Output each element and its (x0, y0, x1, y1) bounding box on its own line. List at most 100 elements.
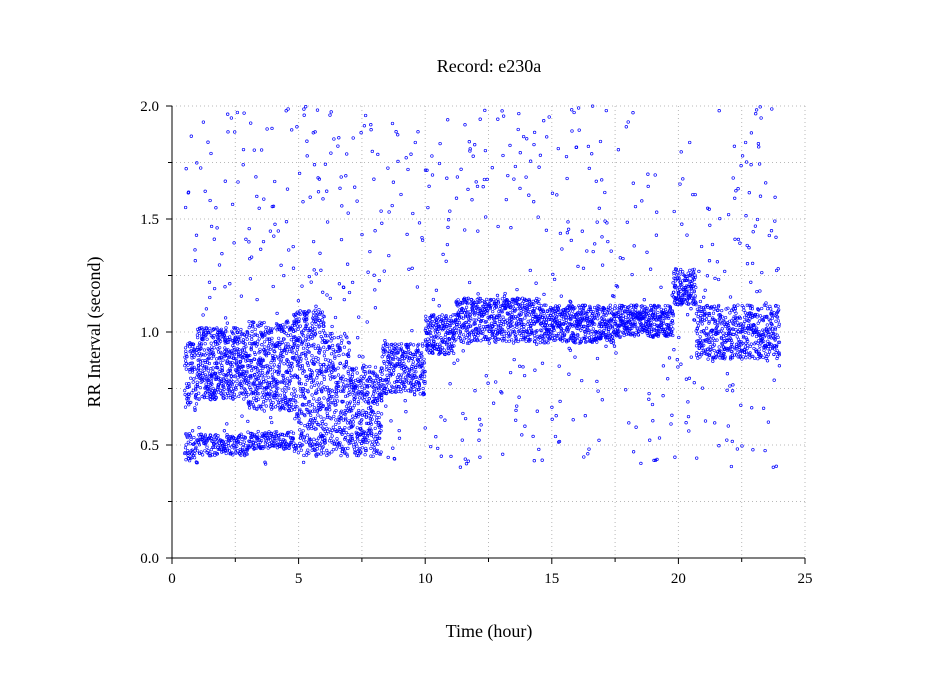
data-point (400, 354, 405, 358)
data-point (362, 413, 367, 417)
data-point (318, 348, 322, 352)
data-point (375, 448, 379, 453)
outlier-point (186, 453, 190, 458)
outlier-point (467, 280, 472, 285)
outlier-point (193, 248, 197, 252)
outlier-point (290, 128, 294, 132)
outlier-point (337, 282, 342, 286)
outlier-point (223, 179, 227, 183)
outlier-point (463, 228, 467, 232)
data-point (217, 390, 221, 394)
data-point (205, 337, 209, 341)
data-point (230, 364, 234, 368)
outlier-point (624, 125, 628, 129)
data-point (324, 369, 329, 373)
data-point (380, 412, 384, 416)
data-point (328, 377, 333, 381)
data-point (511, 341, 516, 345)
outlier-point (478, 117, 482, 121)
data-point (276, 403, 280, 407)
data-point (236, 376, 240, 380)
data-point (271, 365, 275, 369)
data-point (372, 446, 376, 450)
data-point (369, 428, 373, 432)
data-point (305, 346, 309, 351)
data-point (250, 329, 254, 334)
outlier-point (444, 259, 448, 263)
data-point (413, 393, 417, 397)
outlier-point (595, 379, 599, 384)
data-point (465, 305, 469, 309)
data-point (446, 340, 450, 344)
data-point (247, 406, 252, 410)
data-point (271, 401, 275, 405)
outlier-point (508, 370, 513, 375)
outlier-point (471, 154, 475, 158)
data-point (347, 426, 351, 430)
data-point (303, 350, 307, 354)
outlier-point (368, 249, 372, 254)
data-point (339, 409, 344, 413)
data-point (346, 433, 350, 437)
data-point (224, 348, 228, 352)
data-point (370, 443, 374, 447)
outlier-point (247, 240, 251, 244)
data-point (294, 394, 299, 398)
data-point (382, 348, 386, 352)
data-point (216, 350, 221, 354)
outlier-point (370, 149, 374, 154)
data-point (507, 328, 511, 332)
data-point (459, 339, 463, 343)
outlier-point (291, 266, 296, 270)
data-point (446, 331, 450, 336)
data-point (333, 410, 337, 414)
outlier-point (302, 107, 306, 111)
data-point (395, 350, 399, 354)
data-point (282, 374, 286, 378)
data-point (471, 305, 475, 310)
data-point (283, 386, 287, 390)
data-point (282, 337, 286, 341)
outlier-point (558, 231, 563, 236)
data-point (481, 331, 485, 336)
data-point (305, 314, 309, 319)
outlier-point (571, 418, 575, 422)
data-point (363, 453, 367, 457)
outlier-point (506, 173, 510, 178)
outlier-point (517, 111, 521, 116)
outlier-point (363, 113, 368, 118)
data-point (249, 347, 253, 351)
data-point (255, 395, 259, 399)
data-point (347, 354, 351, 359)
outlier-point (366, 270, 370, 274)
data-point (279, 440, 283, 444)
data-point (380, 369, 384, 373)
data-point (583, 332, 587, 337)
outlier-point (275, 311, 279, 316)
data-point (300, 341, 304, 345)
data-point (210, 376, 214, 380)
data-point (533, 336, 537, 341)
outlier-point (291, 244, 295, 249)
outlier-point (229, 116, 234, 120)
data-point (238, 335, 242, 339)
data-point (496, 297, 500, 301)
outlier-point (580, 229, 584, 233)
data-point (345, 452, 349, 456)
data-point (243, 342, 247, 346)
data-point (523, 316, 527, 320)
data-point (311, 331, 315, 335)
outlier-point (524, 175, 528, 179)
data-point (209, 454, 213, 458)
data-point (387, 368, 391, 373)
data-point (656, 310, 660, 315)
data-point (262, 409, 267, 413)
data-point (276, 372, 280, 376)
data-point (273, 439, 277, 443)
data-point (268, 399, 273, 403)
data-point (254, 439, 258, 443)
data-point (399, 373, 404, 377)
data-point (354, 413, 358, 417)
outlier-point (199, 166, 203, 170)
data-point (359, 450, 363, 454)
